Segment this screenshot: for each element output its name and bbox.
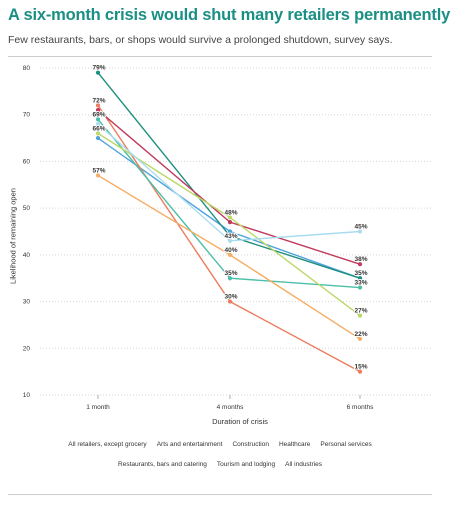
data-label: 35% xyxy=(354,270,367,277)
data-point xyxy=(357,285,363,290)
data-point xyxy=(95,131,101,136)
data-label: 27% xyxy=(354,308,367,315)
data-point xyxy=(95,173,101,178)
legend-row-1: All retailers, except grocery Arts and e… xyxy=(8,441,432,448)
chart-title: A six-month crisis would shut many retai… xyxy=(8,6,451,24)
data-label: 69% xyxy=(92,111,105,118)
data-label: 45% xyxy=(354,224,367,231)
legend-row-2: Restaurants, bars and catering Tourism a… xyxy=(8,461,432,468)
x-axis-title: Duration of crisis xyxy=(212,417,268,426)
data-label: 48% xyxy=(224,209,237,216)
y-tick-label: 40 xyxy=(23,252,31,259)
bottom-divider xyxy=(8,494,432,495)
series-line xyxy=(97,174,361,340)
data-label: 40% xyxy=(224,247,237,254)
data-point xyxy=(227,252,233,257)
data-point xyxy=(357,229,363,234)
line-chart: 80 70 60 50 40 30 20 10 1 month 4 months 6 months 7… xyxy=(23,64,432,411)
y-tick-label: 30 xyxy=(23,299,31,306)
data-point xyxy=(227,276,233,281)
y-tick-label: 20 xyxy=(23,345,31,352)
data-label: 33% xyxy=(354,280,367,287)
chart-subtitle: Few restaurants, bars, or shops would su… xyxy=(8,34,393,46)
top-divider xyxy=(8,56,432,57)
data-point xyxy=(357,336,363,342)
series-line xyxy=(97,132,361,317)
data-point xyxy=(357,262,363,267)
data-point xyxy=(95,121,101,127)
legend-item: Tourism and lodging xyxy=(216,461,276,468)
y-tick-label: 70 xyxy=(23,112,31,119)
data-label: 35% xyxy=(224,270,237,277)
y-tick-label: 50 xyxy=(23,205,31,212)
y-axis-title-wrap: Likelihood of remaining open xyxy=(4,176,22,296)
legend-item: All retailers, except grocery xyxy=(68,441,147,448)
data-point xyxy=(357,313,363,318)
data-point xyxy=(227,238,233,243)
legend-item: Restaurants, bars and catering xyxy=(118,461,207,468)
data-point xyxy=(227,234,233,239)
data-point xyxy=(227,220,233,225)
data-point xyxy=(95,135,101,141)
data-label: 30% xyxy=(224,294,237,301)
data-label: 15% xyxy=(354,364,367,371)
data-label: 57% xyxy=(92,167,105,174)
data-label: 43% xyxy=(224,233,237,240)
data-label: 22% xyxy=(354,331,367,338)
data-label: 72% xyxy=(92,97,105,104)
x-tick-label: 1 month xyxy=(86,404,110,411)
data-point xyxy=(227,215,233,220)
x-tick-label: 6 months xyxy=(347,404,374,411)
y-tick-label: 10 xyxy=(23,392,31,399)
data-point xyxy=(227,299,233,304)
data-label: 66% xyxy=(92,125,105,132)
data-point xyxy=(95,117,101,122)
data-point xyxy=(95,107,101,113)
x-tick-label: 4 months xyxy=(217,404,244,411)
legend-item: Personal services xyxy=(320,441,372,448)
data-point xyxy=(95,103,101,108)
legend-item: Construction xyxy=(232,441,269,448)
data-point xyxy=(95,70,101,75)
legend-item: Arts and entertainment xyxy=(156,441,223,448)
series-line xyxy=(97,118,361,289)
data-point xyxy=(227,229,233,234)
legend-item: Healthcare xyxy=(278,441,311,448)
y-axis-title: Likelihood of remaining open xyxy=(8,188,18,284)
data-point xyxy=(357,369,363,374)
data-point xyxy=(357,276,363,281)
data-label: 38% xyxy=(354,256,367,263)
y-tick-label: 60 xyxy=(23,158,31,165)
data-label: 79% xyxy=(92,65,105,72)
y-tick-label: 80 xyxy=(23,65,31,72)
legend-item: All industries xyxy=(285,461,322,468)
